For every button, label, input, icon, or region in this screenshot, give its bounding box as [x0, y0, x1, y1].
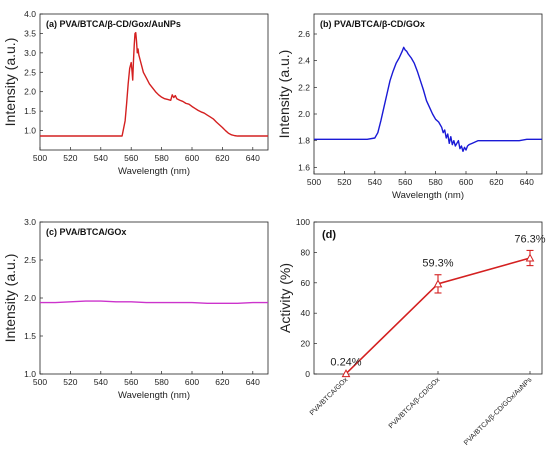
x-tick-label: 600 — [185, 377, 199, 387]
y-tick-label: 2.6 — [298, 29, 310, 39]
y-tick-label: 2.0 — [24, 87, 36, 97]
x-tick-label: 640 — [520, 177, 534, 187]
data-label: 59.3% — [422, 258, 453, 270]
y-axis-label: Activity (%) — [277, 263, 293, 333]
y-tick-label: 1.8 — [298, 136, 310, 146]
x-axis-label: Wavelength (nm) — [392, 190, 464, 201]
y-tick-label: 1.6 — [298, 162, 310, 172]
x-tick-label: 600 — [459, 177, 473, 187]
x-axis-label: Wavelength (nm) — [118, 390, 190, 401]
panel-b: 500 520 540 560 580 600 620 640 1.6 1.8 2.0 2.2 2.4 2… — [276, 13, 543, 201]
x-tick-label: 500 — [33, 153, 47, 163]
panel-a: 500 520 540 560 580 600 620 640 1.0 1.5 2.0 2.5 3.0 3… — [2, 9, 269, 177]
data-label: 0.24% — [330, 357, 361, 369]
x-tick-label: 640 — [246, 377, 260, 387]
x-tick-label: 580 — [429, 177, 443, 187]
y-tick-label: 2.5 — [24, 67, 36, 77]
x-tick-label: 620 — [215, 377, 229, 387]
plot-frame — [313, 13, 543, 175]
category-label: PVA/BTCA/β-CD/GOx — [388, 376, 442, 430]
data-point — [341, 369, 351, 378]
y-tick-label: 1.5 — [24, 106, 36, 116]
x-tick-label: 540 — [94, 377, 108, 387]
plot-frame — [39, 221, 269, 375]
y-tick-label: 40 — [301, 308, 311, 318]
plot-frame — [39, 13, 269, 151]
x-tick-label: 540 — [94, 153, 108, 163]
y-tick-label: 80 — [301, 247, 311, 257]
y-tick-label: 3.0 — [24, 48, 36, 58]
data-point — [525, 253, 535, 262]
x-tick-label: 560 — [124, 377, 138, 387]
y-axis-label: Intensity (a.u.) — [276, 50, 292, 139]
spectrum-line — [314, 46, 542, 153]
y-tick-label: 2.0 — [298, 109, 310, 119]
x-tick-label: 620 — [215, 153, 229, 163]
y-tick-label: 100 — [296, 217, 310, 227]
panel-c: 500 520 540 560 580 600 620 640 1.0 1.5 2.0 2.5 3.0 W… — [2, 217, 269, 401]
x-tick-label: 580 — [155, 377, 169, 387]
y-tick-label: 0 — [305, 369, 310, 379]
y-axis-label: Intensity (a.u.) — [2, 38, 18, 127]
panel-title: (c) PVA/BTCA/GOx — [46, 227, 126, 237]
spectrum-line — [40, 300, 268, 305]
spectrum-line — [40, 31, 268, 137]
x-tick-label: 540 — [368, 177, 382, 187]
x-tick-label: 500 — [307, 177, 321, 187]
plot-frame — [313, 221, 543, 375]
x-tick-label: 500 — [33, 377, 47, 387]
y-tick-label: 3.5 — [24, 28, 36, 38]
x-tick-label: 560 — [398, 177, 412, 187]
x-tick-label: 640 — [246, 153, 260, 163]
x-tick-label: 520 — [63, 153, 77, 163]
y-tick-label: 1.5 — [24, 331, 36, 341]
y-tick-label: 20 — [301, 339, 311, 349]
y-tick-label: 2.0 — [24, 293, 36, 303]
panel-title: (b) PVA/BTCA/β-CD/GOx — [320, 19, 425, 29]
category-label: PVA/BTCA/β-CD/GOx/AuNPs — [463, 376, 534, 447]
y-tick-label: 3.0 — [24, 217, 36, 227]
x-tick-label: 620 — [489, 177, 503, 187]
x-tick-label: 520 — [337, 177, 351, 187]
x-tick-label: 520 — [63, 377, 77, 387]
panel-title: (d) — [322, 229, 336, 241]
y-tick-label: 2.2 — [298, 82, 310, 92]
y-axis-label: Intensity (a.u.) — [2, 254, 18, 343]
data-point — [433, 279, 443, 288]
x-tick-label: 580 — [155, 153, 169, 163]
x-tick-label: 600 — [185, 153, 199, 163]
y-tick-label: 2.4 — [298, 56, 310, 66]
category-label: PVA/BTCA/GOx — [309, 376, 350, 417]
panel-d: 0 20 40 60 80 100 Activity (%) (d) PVA/BTCA/GOx P… — [277, 217, 546, 447]
y-tick-label: 2.5 — [24, 255, 36, 265]
y-tick-label: 60 — [301, 278, 311, 288]
x-tick-label: 560 — [124, 153, 138, 163]
x-axis-label: Wavelength (nm) — [118, 166, 190, 177]
y-tick-label: 1.0 — [24, 126, 36, 136]
y-tick-label: 1.0 — [24, 369, 36, 379]
y-tick-label: 4.0 — [24, 9, 36, 19]
panel-title: (a) PVA/BTCA/β-CD/Gox/AuNPs — [46, 19, 181, 29]
data-label: 76.3% — [514, 233, 545, 245]
